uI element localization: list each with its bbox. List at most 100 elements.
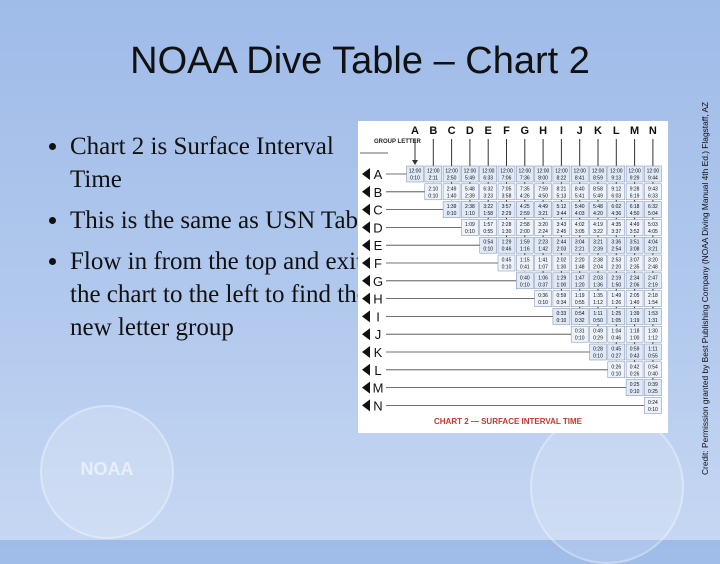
time-cell xyxy=(625,254,644,272)
time-min: 0:10 xyxy=(465,229,475,235)
time-min: 6:19 xyxy=(630,193,640,199)
time-cell xyxy=(424,183,443,201)
time-max: 5:03 xyxy=(648,222,658,228)
time-min: 3:58 xyxy=(502,193,512,199)
group-arrow-head xyxy=(362,292,370,305)
time-min: 5:04 xyxy=(648,211,658,217)
time-min: 2:35 xyxy=(630,265,640,271)
time-max: 3:07 xyxy=(630,258,640,264)
time-cell xyxy=(607,361,626,379)
group-arrow-head xyxy=(362,346,370,358)
time-cell xyxy=(589,272,607,290)
time-cell xyxy=(516,236,534,254)
time-max: 2:10 xyxy=(428,186,438,192)
time-max: 5:40 xyxy=(575,204,585,210)
time-cell xyxy=(589,290,607,307)
time-max: 9:28 xyxy=(630,186,640,192)
time-min: 2:24 xyxy=(538,229,548,235)
time-max: 4:49 xyxy=(630,222,640,228)
time-max: 12:00 xyxy=(445,169,458,175)
time-max: 2:38 xyxy=(593,258,603,264)
bullet: This is the same as USN Tables xyxy=(70,204,390,237)
time-min: 1:30 xyxy=(502,229,512,235)
time-max: 2:20 xyxy=(575,258,585,264)
time-min: 3:23 xyxy=(483,193,493,199)
time-max: 1:19 xyxy=(575,293,585,299)
time-min: 1:00 xyxy=(557,282,567,288)
time-cell xyxy=(497,183,516,201)
time-min: 1:10 xyxy=(465,211,475,217)
time-max: 5:48 xyxy=(593,204,603,210)
table-caption: CHART 2 — SURFACE INTERVAL TIME xyxy=(434,417,583,426)
time-min: 1:12 xyxy=(648,336,658,342)
time-min: 3:52 xyxy=(630,229,640,235)
time-cell xyxy=(424,165,443,183)
time-min: 1:19 xyxy=(630,318,640,324)
time-min: 0:10 xyxy=(502,265,512,271)
time-min: 0:10 xyxy=(575,336,585,342)
time-min: 4:50 xyxy=(538,193,548,199)
time-min: 0:34 xyxy=(557,300,567,306)
time-cell xyxy=(644,343,662,361)
time-max: 0:36 xyxy=(538,293,548,299)
time-min: 1:36 xyxy=(593,282,603,288)
time-min: 2:29 xyxy=(502,211,512,217)
time-min: 3:21 xyxy=(648,247,658,253)
time-cell xyxy=(461,201,479,218)
time-cell xyxy=(607,183,626,201)
time-cell xyxy=(442,183,461,201)
time-min: 6:03 xyxy=(611,193,621,199)
time-min: 0:46 xyxy=(611,336,621,342)
time-cell xyxy=(644,308,662,325)
time-cell xyxy=(570,272,589,290)
time-min: 0:50 xyxy=(593,318,603,324)
time-max: 2:03 xyxy=(593,275,603,281)
time-cell xyxy=(607,290,626,307)
group-letter: H xyxy=(373,292,382,307)
time-min: 2:03 xyxy=(557,247,567,253)
group-arrow-head xyxy=(362,310,370,323)
time-max: 0:59 xyxy=(630,347,640,353)
slide-title: NOAA Dive Table – Chart 2 xyxy=(130,40,590,82)
time-min: 2:21 xyxy=(575,247,585,253)
time-min: 4:26 xyxy=(520,193,530,199)
time-max: 2:58 xyxy=(520,222,530,228)
time-max: 0:45 xyxy=(611,347,621,353)
time-cell xyxy=(516,201,534,218)
time-min: 9:13 xyxy=(611,176,621,182)
time-max: 8:21 xyxy=(557,186,567,192)
time-max: 0:59 xyxy=(557,293,567,299)
time-cell xyxy=(479,165,497,183)
time-max: 4:19 xyxy=(593,222,603,228)
time-cell xyxy=(552,272,571,290)
time-cell xyxy=(625,290,644,307)
time-max: 2:23 xyxy=(538,240,548,246)
time-cell xyxy=(607,343,626,361)
time-max: 0:31 xyxy=(575,329,585,335)
time-max: 2:34 xyxy=(630,275,640,281)
time-max: 3:22 xyxy=(483,204,493,210)
time-cell xyxy=(607,325,626,343)
time-cell xyxy=(625,201,644,218)
time-cell xyxy=(589,343,607,361)
time-max: 1:06 xyxy=(538,275,548,281)
time-cell xyxy=(589,254,607,272)
time-cell xyxy=(625,325,644,343)
time-cell xyxy=(461,183,479,201)
time-max: 0:40 xyxy=(520,275,530,281)
time-max: 3:51 xyxy=(630,240,640,246)
time-max: 1:41 xyxy=(538,258,548,264)
time-min: 4:20 xyxy=(593,211,603,217)
column-letter: B xyxy=(429,125,437,137)
group-arrow-head xyxy=(362,328,370,341)
time-min: 1:26 xyxy=(611,300,621,306)
time-min: 6:33 xyxy=(483,176,493,182)
time-max: 0:24 xyxy=(648,400,658,406)
time-cell xyxy=(497,165,516,183)
time-min: 1:40 xyxy=(630,300,640,306)
time-cell xyxy=(479,201,497,218)
time-cell xyxy=(461,165,479,183)
time-min: 4:36 xyxy=(611,211,621,217)
time-max: 2:28 xyxy=(502,222,512,228)
time-max: 0:54 xyxy=(483,240,493,246)
